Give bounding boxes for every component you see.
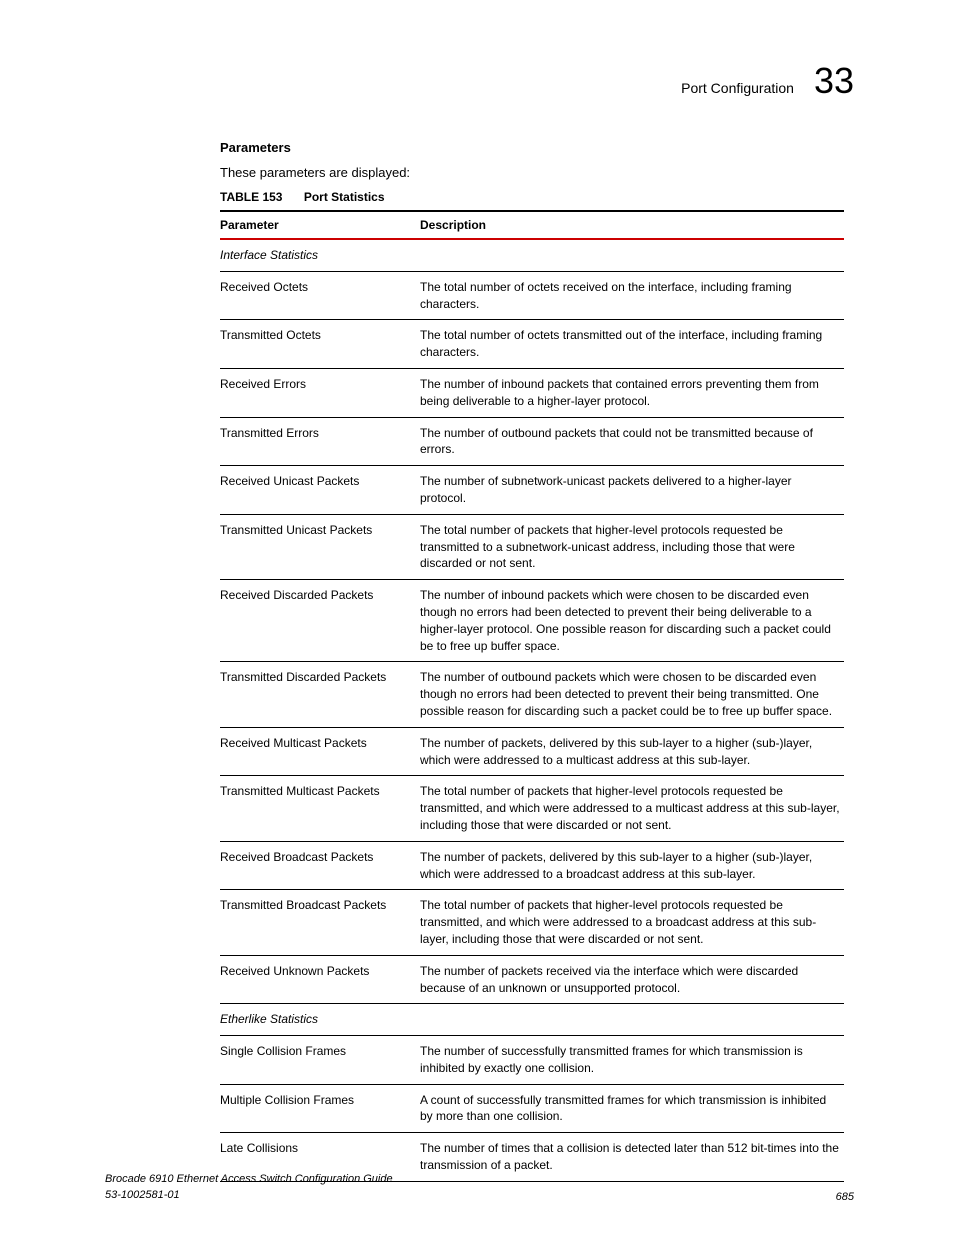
table-cell-desc: The total number of octets transmitted o… <box>420 320 844 369</box>
table-row: Multiple Collision FramesA count of succ… <box>220 1084 844 1133</box>
table-cell-desc: The total number of packets that higher-… <box>420 776 844 841</box>
table-row: Single Collision FramesThe number of suc… <box>220 1036 844 1085</box>
table-row: Interface Statistics <box>220 239 844 271</box>
port-statistics-table: Parameter Description Interface Statisti… <box>220 210 844 1182</box>
table-row: Transmitted Multicast PacketsThe total n… <box>220 776 844 841</box>
table-cell-param: Transmitted Multicast Packets <box>220 776 420 841</box>
table-cell-desc: The number of packets received via the i… <box>420 955 844 1004</box>
table-row: Received Unknown PacketsThe number of pa… <box>220 955 844 1004</box>
table-cell-param: Multiple Collision Frames <box>220 1084 420 1133</box>
table-cell-param: Received Unknown Packets <box>220 955 420 1004</box>
table-cell-desc: The number of subnetwork-unicast packets… <box>420 466 844 515</box>
table-row: Transmitted Unicast PacketsThe total num… <box>220 514 844 579</box>
table-row: Received OctetsThe total number of octet… <box>220 271 844 320</box>
table-cell-param: Received Unicast Packets <box>220 466 420 515</box>
page-footer: Brocade 6910 Ethernet Access Switch Conf… <box>105 1172 854 1203</box>
footer-docid: 53-1002581-01 <box>105 1188 393 1203</box>
table-cell-param: Received Broadcast Packets <box>220 841 420 890</box>
table-cell-desc: The number of inbound packets that conta… <box>420 368 844 417</box>
table-cell-desc: The number of inbound packets which were… <box>420 580 844 662</box>
table-cell-desc: The number of packets, delivered by this… <box>420 727 844 776</box>
table-caption-title: Port Statistics <box>304 190 385 204</box>
table-cell-desc: The number of successfully transmitted f… <box>420 1036 844 1085</box>
table-cell-param: Received Discarded Packets <box>220 580 420 662</box>
table-cell-desc <box>420 1004 844 1036</box>
table-row: Received Discarded PacketsThe number of … <box>220 580 844 662</box>
table-header-desc: Description <box>420 211 844 239</box>
table-cell-param: Received Errors <box>220 368 420 417</box>
table-cell-param: Etherlike Statistics <box>220 1004 420 1036</box>
table-cell-param: Interface Statistics <box>220 239 420 271</box>
section-heading: Parameters <box>220 140 844 155</box>
table-cell-param: Transmitted Errors <box>220 417 420 466</box>
header-title: Port Configuration <box>681 80 794 96</box>
table-caption: TABLE 153 Port Statistics <box>220 190 844 204</box>
page-content: Parameters These parameters are displaye… <box>220 140 844 1182</box>
section-intro: These parameters are displayed: <box>220 165 844 180</box>
table-cell-desc: The total number of packets that higher-… <box>420 514 844 579</box>
table-row: Transmitted ErrorsThe number of outbound… <box>220 417 844 466</box>
table-cell-desc: The total number of octets received on t… <box>420 271 844 320</box>
chapter-number: 33 <box>814 60 854 102</box>
table-cell-param: Received Octets <box>220 271 420 320</box>
footer-page-number: 685 <box>836 1191 854 1203</box>
table-header-row: Parameter Description <box>220 211 844 239</box>
table-cell-param: Transmitted Discarded Packets <box>220 662 420 727</box>
table-row: Received ErrorsThe number of inbound pac… <box>220 368 844 417</box>
table-row: Received Unicast PacketsThe number of su… <box>220 466 844 515</box>
table-header-param: Parameter <box>220 211 420 239</box>
table-row: Received Multicast PacketsThe number of … <box>220 727 844 776</box>
table-cell-param: Transmitted Broadcast Packets <box>220 890 420 955</box>
table-row: Transmitted Discarded PacketsThe number … <box>220 662 844 727</box>
table-cell-desc: The number of outbound packets that coul… <box>420 417 844 466</box>
footer-left: Brocade 6910 Ethernet Access Switch Conf… <box>105 1172 393 1203</box>
table-row: Transmitted OctetsThe total number of oc… <box>220 320 844 369</box>
table-cell-desc: A count of successfully transmitted fram… <box>420 1084 844 1133</box>
page-header: Port Configuration 33 <box>681 60 854 102</box>
table-cell-param: Transmitted Octets <box>220 320 420 369</box>
table-cell-param: Transmitted Unicast Packets <box>220 514 420 579</box>
table-row: Etherlike Statistics <box>220 1004 844 1036</box>
table-row: Received Broadcast PacketsThe number of … <box>220 841 844 890</box>
table-cell-desc: The total number of packets that higher-… <box>420 890 844 955</box>
table-caption-label: TABLE 153 <box>220 190 282 204</box>
table-cell-desc <box>420 239 844 271</box>
footer-title: Brocade 6910 Ethernet Access Switch Conf… <box>105 1172 393 1187</box>
table-row: Transmitted Broadcast PacketsThe total n… <box>220 890 844 955</box>
table-cell-param: Single Collision Frames <box>220 1036 420 1085</box>
table-cell-desc: The number of outbound packets which wer… <box>420 662 844 727</box>
table-cell-param: Received Multicast Packets <box>220 727 420 776</box>
table-cell-desc: The number of packets, delivered by this… <box>420 841 844 890</box>
